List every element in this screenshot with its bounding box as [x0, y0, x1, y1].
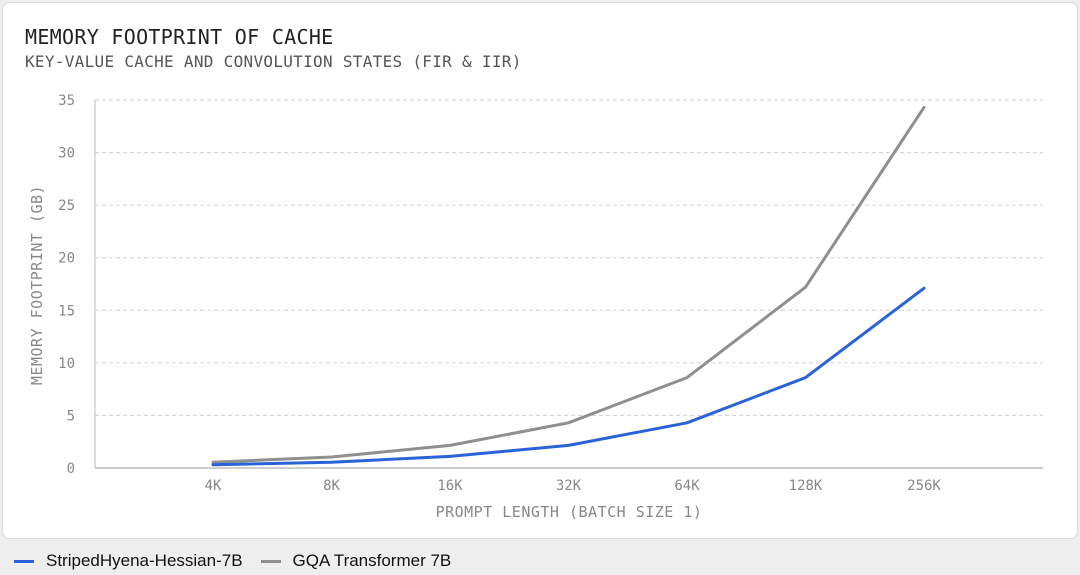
legend: StripedHyena-Hessian-7B GQA Transformer 7… — [14, 551, 469, 571]
y-tick-label: 35 — [58, 93, 75, 109]
y-tick-label: 20 — [58, 251, 75, 267]
x-tick-labels: 4K 8K 16K 32K 64K 128K 256K — [205, 478, 942, 494]
series-lines — [211, 105, 926, 467]
x-tick-label: 8K — [323, 478, 340, 494]
y-tick-label: 25 — [58, 198, 75, 214]
x-axis-label: PROMPT LENGTH (BATCH SIZE 1) — [436, 503, 703, 521]
y-tick-label: 15 — [58, 303, 75, 319]
y-tick-label: 10 — [58, 356, 75, 372]
y-tick-label: 30 — [58, 146, 75, 162]
y-axis-label: MEMORY FOOTPRINT (GB) — [28, 185, 46, 385]
x-tick-label: 128K — [789, 478, 823, 494]
legend-swatch — [14, 559, 34, 563]
legend-swatch — [260, 559, 281, 563]
axes — [94, 100, 1043, 469]
legend-item: StripedHyena-Hessian-7B — [14, 551, 243, 571]
y-tick-labels: 0 5 10 15 20 25 30 35 — [58, 93, 75, 477]
legend-item: GQA Transformer 7B — [260, 551, 452, 571]
y-tick-label: 5 — [67, 408, 75, 424]
series-line-1 — [211, 105, 926, 464]
x-tick-label: 4K — [205, 478, 222, 494]
grid-lines — [95, 99, 1043, 416]
legend-label: GQA Transformer 7B — [292, 551, 452, 570]
x-tick-label: 256K — [907, 478, 941, 494]
chart-subtitle: KEY-VALUE CACHE AND CONVOLUTION STATES (… — [25, 52, 522, 71]
chart-title: MEMORY FOOTPRINT OF CACHE — [25, 25, 334, 49]
x-tick-label: 64K — [674, 478, 700, 494]
x-tick-label: 32K — [556, 478, 582, 494]
series-line-0 — [211, 286, 926, 467]
y-tick-label: 0 — [67, 461, 75, 477]
legend-label: StripedHyena-Hessian-7B — [46, 551, 243, 570]
x-tick-label: 16K — [437, 478, 463, 494]
